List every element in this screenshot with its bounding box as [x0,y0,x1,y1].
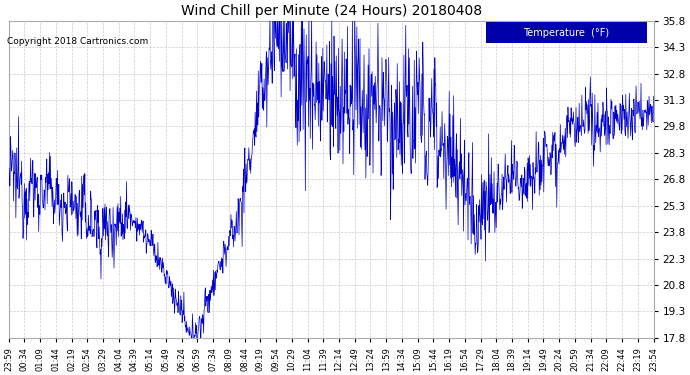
Title: Wind Chill per Minute (24 Hours) 20180408: Wind Chill per Minute (24 Hours) 2018040… [181,4,482,18]
Text: Copyright 2018 Cartronics.com: Copyright 2018 Cartronics.com [7,38,148,46]
